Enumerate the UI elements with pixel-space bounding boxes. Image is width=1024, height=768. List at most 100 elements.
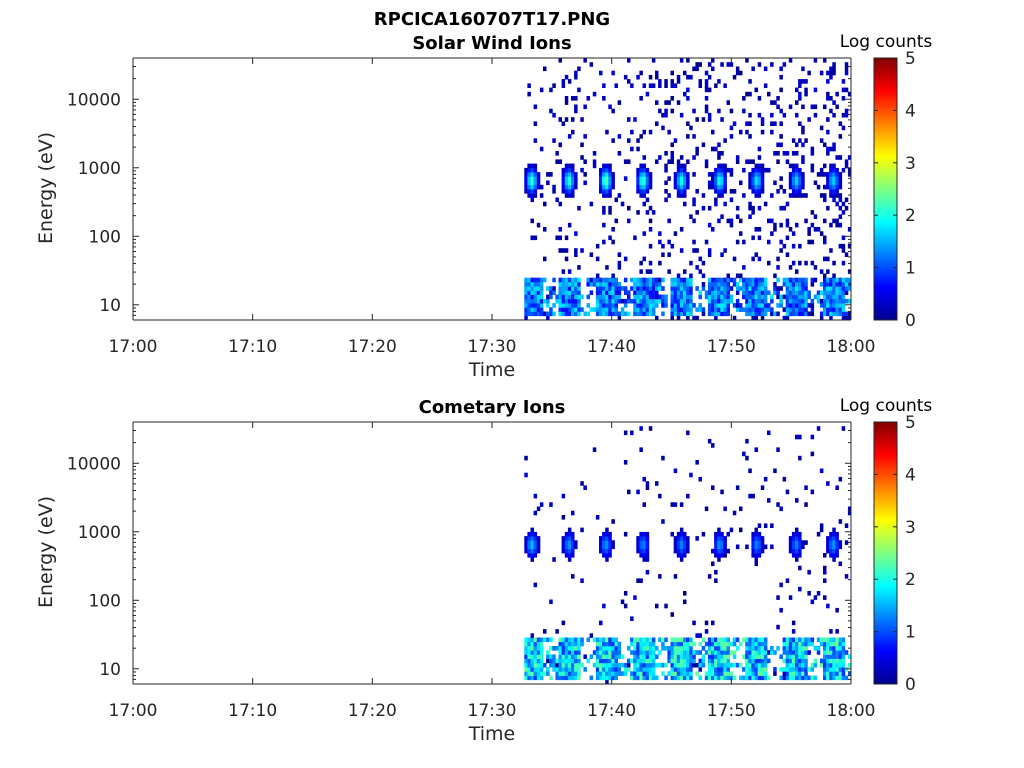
spectrogram-cell xyxy=(723,654,727,659)
spectrogram-cell xyxy=(695,151,699,156)
spectrogram-cell xyxy=(847,298,851,304)
spectrogram-cell xyxy=(683,269,687,274)
spectrogram-cell xyxy=(838,205,843,211)
spectrogram-cell xyxy=(524,303,528,308)
spectrogram-cell xyxy=(698,641,702,647)
spectrogram-cell xyxy=(735,307,740,312)
spectrogram-cell xyxy=(779,87,783,93)
spectrogram-cell xyxy=(757,290,762,295)
spectrogram-cell xyxy=(683,531,687,537)
spectrogram-cell xyxy=(639,675,643,681)
spectrogram-cell xyxy=(530,662,534,668)
spectrogram-cell xyxy=(645,637,650,643)
spectrogram-cell xyxy=(608,286,612,291)
spectrogram-cell xyxy=(648,675,653,681)
spectrogram-cell xyxy=(711,311,715,317)
spectrogram-cell xyxy=(810,210,815,215)
spectrogram-cell xyxy=(648,218,653,224)
spectrogram-cell xyxy=(574,282,578,287)
spectrogram-cell xyxy=(552,311,556,317)
spectrogram-cell xyxy=(807,637,811,643)
spectrogram-cell xyxy=(711,561,715,567)
spectrogram-cell xyxy=(577,662,581,668)
spectrogram-cell xyxy=(760,167,765,173)
spectrogram-cell xyxy=(595,243,600,249)
spectrogram-cell xyxy=(630,286,634,291)
spectrogram-cell xyxy=(707,662,712,668)
spectrogram-cell xyxy=(801,303,805,308)
spectrogram-cell xyxy=(770,650,774,655)
spectrogram-cell xyxy=(698,62,702,67)
x-tick-label: 17:40 xyxy=(587,337,636,357)
spectrogram-cell xyxy=(717,298,721,304)
x-tick-label: 17:20 xyxy=(348,337,397,357)
spectrogram-cell xyxy=(835,286,839,291)
spectrogram-cell xyxy=(826,637,830,643)
spectrogram-cell xyxy=(745,282,749,287)
spectrogram-cell xyxy=(623,460,628,465)
spectrogram-cell xyxy=(829,66,833,72)
spectrogram-cell xyxy=(533,654,538,659)
spectrogram-cell xyxy=(704,629,709,634)
spectrogram-cell xyxy=(739,641,743,647)
spectrogram-cell xyxy=(692,315,696,321)
spectrogram-cell xyxy=(810,104,815,110)
spectrogram-cell xyxy=(608,658,612,664)
spectrogram-cell xyxy=(791,294,796,300)
x-tick-label: 17:50 xyxy=(707,701,756,721)
spectrogram-cell xyxy=(829,298,833,304)
spectrogram-cell xyxy=(605,163,609,169)
spectrogram-cell xyxy=(838,654,843,659)
spectrogram-cell xyxy=(823,193,827,198)
spectrogram-cell xyxy=(835,311,839,317)
spectrogram-cell xyxy=(751,205,755,211)
spectrogram-cell xyxy=(779,142,783,148)
spectrogram-cell xyxy=(695,66,699,72)
spectrogram-cell xyxy=(580,481,584,486)
spectrogram-cell xyxy=(707,671,712,676)
spectrogram-cell xyxy=(754,189,758,194)
spectrogram-cell xyxy=(717,163,721,169)
spectrogram-cell xyxy=(763,303,768,308)
spectrogram-cell xyxy=(686,544,690,550)
spectrogram-cell xyxy=(767,307,771,312)
spectrogram-cell xyxy=(533,548,538,554)
spectrogram-cell xyxy=(757,163,762,169)
spectrogram-cell xyxy=(530,163,534,169)
spectrogram-cell xyxy=(779,74,783,80)
spectrogram-cell xyxy=(826,205,830,211)
spectrogram-cell xyxy=(763,637,768,643)
spectrogram-cell xyxy=(795,641,799,647)
figure-title: RPCICA160707T17.PNG xyxy=(374,9,610,30)
spectrogram-cell xyxy=(636,658,640,664)
spectrogram-cell xyxy=(651,210,656,215)
spectrogram-cell xyxy=(605,129,609,135)
spectrogram-cell xyxy=(605,184,609,190)
spectrogram-cell xyxy=(714,662,718,668)
spectrogram-cell xyxy=(841,307,846,312)
spectrogram-cell xyxy=(829,315,833,321)
spectrogram-cell xyxy=(605,176,609,181)
spectrogram-cell xyxy=(754,163,758,169)
spectrogram-cell xyxy=(776,265,780,270)
spectrogram-cell xyxy=(655,481,659,486)
spectrogram-cell xyxy=(717,303,721,308)
spectrogram-cell xyxy=(801,282,805,287)
spectrogram-cell xyxy=(785,646,790,651)
spectrogram-cell xyxy=(711,485,715,490)
spectrogram-cell xyxy=(524,311,528,317)
spectrogram-cell xyxy=(670,612,674,617)
spectrogram-cell xyxy=(639,667,643,672)
spectrogram-cell xyxy=(754,540,758,545)
spectrogram-cell xyxy=(564,74,569,80)
spectrogram-cell xyxy=(571,540,575,545)
spectrogram-cell xyxy=(676,307,681,312)
spectrogram-cell xyxy=(745,671,749,676)
spectrogram-cell xyxy=(726,658,730,664)
spectrogram-cell xyxy=(770,523,774,528)
spectrogram-cell xyxy=(838,307,843,312)
spectrogram-cell xyxy=(707,248,712,253)
spectrogram-cell xyxy=(767,167,771,173)
spectrogram-cell xyxy=(717,658,721,664)
spectrogram-cell xyxy=(580,248,584,253)
